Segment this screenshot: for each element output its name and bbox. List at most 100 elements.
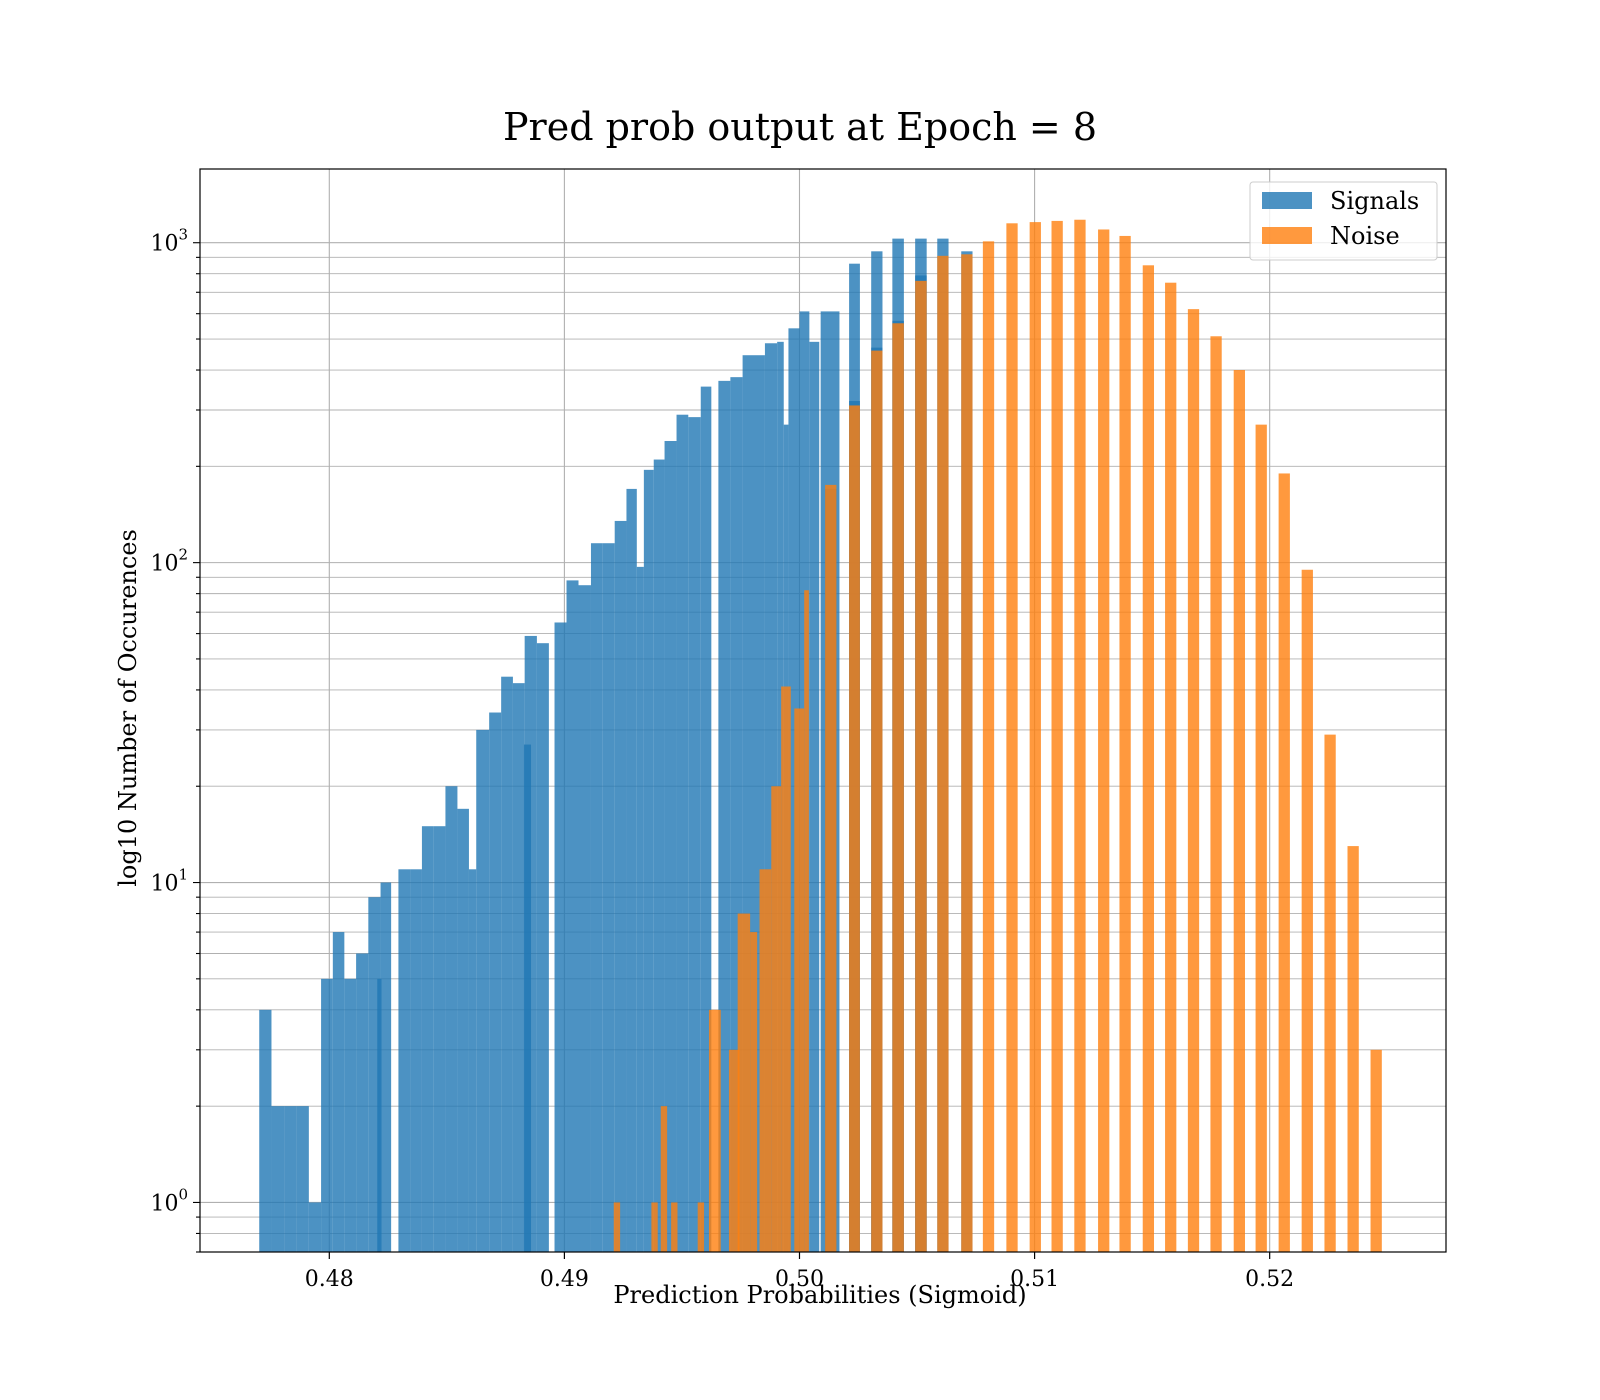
bar-noise [759,869,772,1252]
bar-noise [1187,309,1200,1252]
bar-noise [1301,569,1313,1252]
bar-signals [636,566,644,1252]
bar-noise [1233,370,1245,1252]
bar-noise [825,484,837,1253]
series-noise [613,219,1382,1253]
legend-swatch-noise [1262,227,1312,244]
bar-signals [321,978,333,1252]
bar-signals [653,459,665,1253]
bar-noise [737,913,751,1252]
bar-noise [982,241,995,1252]
bar-noise [1165,282,1177,1252]
legend: Signals Noise [1249,181,1438,261]
x-tick-label: 0.51 [1010,1267,1059,1292]
bar-noise [613,1202,621,1252]
bar-signals [676,414,689,1252]
bar-signals [809,341,820,1253]
bar-signals [614,520,627,1252]
bar-signals [489,712,502,1252]
bar-noise [1051,220,1063,1253]
bar-signals [578,585,591,1252]
bar-signals [501,676,513,1252]
bar-signals [688,417,701,1252]
x-tick-label: 0.49 [540,1267,589,1292]
bar-noise [1098,229,1110,1252]
bar-signals [626,488,637,1253]
bar-noise [849,405,860,1253]
bar-noise [1324,734,1336,1252]
bar-signals [512,683,525,1252]
x-tick-label: 0.50 [775,1267,824,1292]
bar-signals [356,953,369,1252]
bar-signals [643,469,654,1252]
bar-noise [671,1202,678,1252]
bar-signals [590,543,603,1252]
bar-signals [433,826,446,1252]
bar-signals [284,1106,297,1252]
bar-signals [664,440,677,1252]
plot-frame [199,168,1447,1253]
legend-label-signals: Signals [1330,187,1419,215]
bar-noise [1278,473,1290,1252]
bar-signals [566,580,579,1252]
bar-signals [344,978,357,1252]
bar-noise [651,1202,658,1252]
bar-noise [781,686,791,1252]
legend-label-noise: Noise [1330,222,1400,250]
y-tick-label: 103 [150,226,188,257]
y-tick-label: 100 [150,1185,188,1216]
bar-noise [1006,223,1018,1252]
bar-signals [788,328,800,1253]
bar-noise [728,1049,740,1252]
bar-signals [421,826,434,1252]
bar-noise [750,932,758,1252]
bar-signals [259,1009,272,1252]
bar-signals [332,932,345,1252]
bar-noise [871,350,883,1253]
bar-signals [457,808,469,1252]
bar-signals [468,869,477,1252]
bar-noise [660,1106,668,1252]
bar-noise [708,1009,721,1252]
bar-signals [554,622,567,1252]
bar-signals [718,380,731,1252]
histogram-bars [259,219,1382,1253]
bar-signals [602,543,615,1252]
bar-noise [1074,219,1086,1252]
bar-noise [937,255,949,1252]
bar-signals [410,869,422,1252]
x-tick-label: 0.52 [1245,1267,1294,1292]
bar-signals [377,978,382,1252]
legend-swatch-signals [1262,192,1312,209]
axis-ticks: 0.48 0.49 0.50 0.51 0.52 100 101 102 103 [150,226,1294,1292]
y-axis-label: log10 Number of Occurences [114,529,142,887]
bar-noise [1142,265,1155,1252]
bar-signals [308,1202,322,1252]
bar-noise [892,323,904,1252]
y-tick-label: 101 [150,866,188,897]
bar-signals [398,869,411,1252]
bar-noise [804,590,809,1252]
bar-signals [296,1106,309,1252]
bar-noise [1029,222,1041,1252]
bar-noise [794,708,805,1252]
bar-noise [1370,1049,1382,1252]
bar-noise [771,786,782,1252]
bar-noise [1119,235,1131,1252]
bar-noise [1347,846,1359,1252]
bar-noise [1255,424,1267,1252]
bar-noise [961,254,973,1252]
bar-signals [476,729,490,1252]
chart-title: Pred prob output at Epoch = 8 [503,105,1097,149]
bar-signals [445,786,458,1252]
bar-noise [697,1202,705,1252]
x-tick-label: 0.48 [305,1267,354,1292]
bar-signals [536,643,549,1252]
bar-signals [523,744,532,1252]
bar-noise [1210,336,1222,1253]
x-axis-label: Prediction Probabilities (Sigmoid) [613,1281,1026,1309]
bar-noise [915,280,927,1252]
y-tick-label: 102 [150,546,188,577]
bar-signals [271,1106,285,1252]
